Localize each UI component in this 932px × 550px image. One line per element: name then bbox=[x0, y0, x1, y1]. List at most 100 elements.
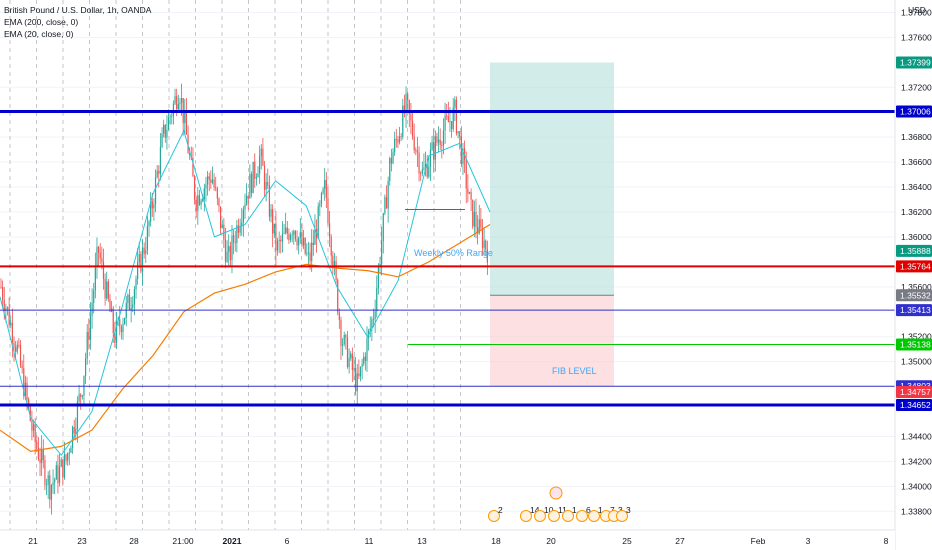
candle-body bbox=[340, 319, 342, 346]
candle-body bbox=[306, 252, 308, 254]
candle-body bbox=[449, 121, 451, 123]
candle-body bbox=[250, 174, 253, 194]
price-tag bbox=[896, 105, 932, 118]
candle-body bbox=[115, 320, 118, 344]
candle-body bbox=[324, 180, 326, 189]
candle-body bbox=[163, 124, 165, 134]
y-tick-label: 1.34400 bbox=[901, 431, 932, 441]
candle-body bbox=[267, 181, 269, 186]
candle-body bbox=[442, 130, 445, 146]
candle-body bbox=[140, 254, 142, 272]
horizontal-levels[interactable] bbox=[0, 109, 895, 407]
candle-body bbox=[400, 136, 402, 137]
candle-body bbox=[114, 333, 116, 344]
price-tag bbox=[896, 399, 932, 412]
candle-body bbox=[202, 199, 204, 201]
candle-body bbox=[405, 93, 407, 114]
candle-body bbox=[84, 358, 87, 376]
x-tick-label: 25 bbox=[622, 536, 632, 546]
candle-body bbox=[249, 174, 251, 199]
candle-body bbox=[272, 209, 274, 234]
event-icon bbox=[562, 510, 574, 522]
candle-body bbox=[107, 281, 109, 299]
candle-body bbox=[418, 152, 420, 174]
candle-body bbox=[237, 225, 240, 233]
candle-body bbox=[299, 232, 301, 238]
candle-body bbox=[361, 363, 363, 367]
candle-body bbox=[205, 184, 207, 189]
candle-body bbox=[236, 225, 238, 243]
candle-body bbox=[45, 484, 48, 486]
candle-body bbox=[447, 116, 449, 123]
price-tag-label: 1.34652 bbox=[900, 400, 931, 410]
candle-body bbox=[397, 139, 399, 143]
candle-body bbox=[151, 201, 153, 209]
price-tag-label: 1.35764 bbox=[900, 261, 931, 271]
candle-body bbox=[289, 235, 292, 241]
candle-body bbox=[81, 395, 83, 397]
candle-body bbox=[5, 308, 7, 311]
candle-body bbox=[112, 308, 114, 334]
candle-body bbox=[16, 344, 18, 352]
candle-body bbox=[80, 394, 82, 397]
candle-body bbox=[210, 179, 212, 183]
candle-body bbox=[247, 195, 249, 199]
candle-body bbox=[31, 420, 33, 431]
candle-body bbox=[63, 454, 66, 478]
annotations: Weekly 50% Range FIB LEVEL bbox=[414, 248, 597, 376]
candle-body bbox=[268, 185, 270, 217]
candle-body bbox=[215, 187, 217, 189]
candle-body bbox=[376, 287, 378, 312]
candle-body bbox=[137, 261, 139, 280]
candle-body bbox=[161, 133, 163, 147]
candle-body bbox=[167, 117, 170, 130]
symbol-title[interactable]: British Pound / U.S. Dollar, 1h, OANDA bbox=[4, 5, 152, 15]
x-tick-label: 21 bbox=[28, 536, 38, 546]
price-tag-label: 1.35532 bbox=[900, 290, 931, 300]
candle-body bbox=[254, 161, 256, 179]
candle-body bbox=[216, 188, 218, 199]
candle-body bbox=[10, 322, 12, 326]
candle-body bbox=[431, 142, 433, 150]
y-tick-label: 1.37200 bbox=[901, 82, 932, 92]
candle-body bbox=[480, 219, 482, 228]
price-tag bbox=[896, 338, 932, 351]
candle-body bbox=[346, 337, 349, 368]
event-count: 6 bbox=[586, 505, 591, 515]
candle-body bbox=[343, 334, 345, 345]
y-tick-label: 1.34000 bbox=[901, 481, 932, 491]
candle-body bbox=[135, 279, 137, 290]
candle-body bbox=[374, 311, 376, 320]
candle-body bbox=[88, 331, 90, 340]
candle-body bbox=[356, 373, 358, 392]
event-count: 11 bbox=[558, 505, 567, 515]
candle-body bbox=[6, 307, 9, 309]
candle-body bbox=[420, 173, 422, 175]
candle-body bbox=[184, 111, 186, 124]
candle-body bbox=[128, 294, 131, 310]
y-tick-label: 1.37800 bbox=[901, 7, 932, 17]
candle-body bbox=[91, 302, 93, 316]
ema200-legend[interactable]: EMA (200, close, 0) bbox=[4, 17, 79, 27]
time-axis bbox=[0, 530, 895, 550]
price-tag-label: 1.37006 bbox=[900, 106, 931, 116]
candle-body bbox=[198, 195, 201, 205]
candle-body bbox=[283, 232, 285, 234]
candle-body bbox=[21, 365, 23, 369]
y-tick-label: 1.35000 bbox=[901, 357, 932, 367]
candle-body bbox=[213, 179, 215, 188]
event-icons[interactable]: 2 14 10 11 1 6 1 7 3 3 bbox=[488, 486, 632, 522]
candle-body bbox=[234, 242, 236, 244]
candle-body bbox=[192, 157, 194, 177]
event-count: 10 bbox=[544, 505, 554, 515]
ema20-line bbox=[0, 129, 491, 457]
ema20-legend[interactable]: EMA (20, close, 0) bbox=[4, 29, 74, 39]
candle-body bbox=[355, 368, 357, 392]
candle-body bbox=[304, 237, 306, 254]
candle-body bbox=[280, 239, 282, 242]
candle-body bbox=[172, 103, 175, 116]
candle-body bbox=[93, 290, 95, 303]
candle-body bbox=[483, 240, 485, 248]
